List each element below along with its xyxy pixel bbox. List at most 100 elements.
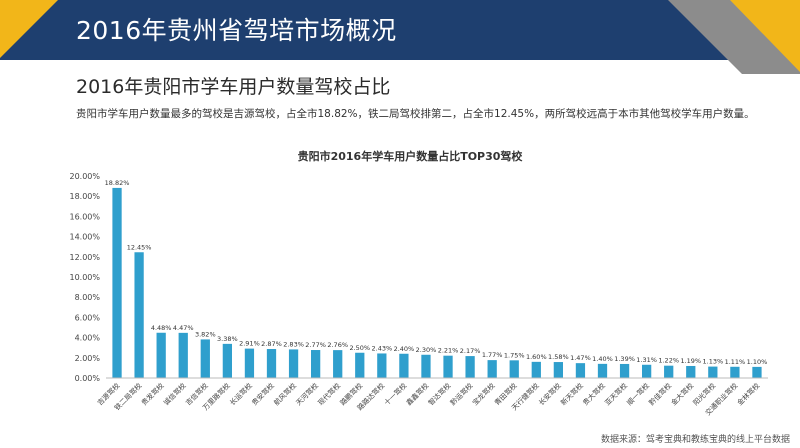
x-tick-label: 金林驾校 (735, 381, 761, 407)
header-left-accent (0, 0, 58, 58)
x-tick-label: 贵发驾校 (139, 381, 165, 407)
y-tick-label: 20.00% (69, 172, 100, 181)
bar (487, 360, 497, 378)
x-tick-label: 长运驾校 (228, 381, 254, 407)
y-tick-label: 8.00% (75, 293, 101, 302)
bar-value-label: 2.91% (239, 340, 260, 348)
bar-value-label: 2.30% (416, 346, 437, 354)
bar-value-label: 1.22% (658, 357, 679, 365)
y-tick-label: 12.00% (69, 253, 100, 262)
bar (465, 356, 475, 378)
x-axis: 吉源驾校铁二局驾校贵发驾校诚信驾校吉信驾校万里路驾校长运驾校贵安驾校航风驾校天河… (95, 377, 768, 417)
x-tick-label: 长安驾校 (537, 381, 563, 407)
bar-value-label: 2.40% (394, 345, 415, 353)
bar-value-label: 2.50% (349, 344, 370, 352)
bar (200, 339, 210, 378)
bar (355, 352, 365, 378)
x-tick-label: 黔运驾校 (448, 381, 474, 407)
x-tick-label: 宝龙驾校 (470, 381, 496, 407)
bar-value-label: 2.21% (438, 347, 459, 355)
bar-value-label: 2.76% (327, 341, 348, 349)
x-tick-label: 诚信驾校 (161, 381, 187, 407)
header-bar: 2016年贵州省驾培市场概况 (0, 0, 800, 74)
x-tick-label: 航风驾校 (272, 381, 298, 407)
source-note: 数据来源：驾考宝典和教练宝典的线上平台数据 (600, 435, 790, 445)
bar-value-label: 1.58% (548, 353, 569, 361)
x-tick-label: 现代驾校 (316, 381, 342, 407)
x-tick-label: 贵安驾校 (250, 381, 276, 407)
bar (222, 343, 233, 378)
bar (575, 363, 586, 378)
bar-value-label: 1.31% (636, 356, 657, 364)
x-tick-label: 金大驾校 (669, 381, 695, 407)
bar-value-label: 18.82% (105, 179, 130, 187)
bar-value-label: 1.40% (592, 355, 613, 363)
y-tick-label: 0.00% (75, 374, 101, 383)
bar (288, 349, 299, 378)
bar (333, 350, 343, 378)
bar (178, 332, 188, 378)
bar (531, 361, 541, 378)
bar-value-label: 1.77% (482, 351, 503, 359)
page-title: 2016年贵州省驾培市场概况 (76, 16, 397, 45)
bar (619, 363, 630, 378)
x-tick-label: 顺一驾校 (625, 381, 651, 407)
bar-value-label: 2.77% (305, 341, 326, 349)
bar-value-label: 4.47% (173, 324, 194, 332)
bar-value-label: 3.38% (217, 335, 238, 343)
bar (244, 348, 255, 378)
bar (443, 355, 453, 378)
y-tick-label: 16.00% (69, 212, 100, 221)
bar (310, 350, 321, 378)
bars-group: 18.82% 12.45% 4.48% 4.47%3.82%3.38%2.91% 2.8… (105, 179, 768, 378)
y-tick-label: 2.00% (75, 354, 101, 363)
x-tick-label: 贵大驾校 (581, 381, 607, 407)
bar (134, 252, 144, 378)
y-axis: 0.00% 2.00% 4.00% 6.00% 8.00% 10.00% 12.00% 14.… (69, 172, 100, 383)
bar (112, 187, 122, 378)
y-tick-label: 14.00% (69, 233, 100, 242)
bar-value-label: 2.17% (460, 347, 481, 355)
section-subtitle: 2016年贵阳市学车用户数量驾校占比 (76, 76, 391, 98)
bar (421, 354, 431, 378)
y-tick-label: 4.00% (75, 334, 101, 343)
x-tick-label: 黔佳驾校 (647, 381, 673, 407)
bar (641, 364, 652, 378)
y-tick-label: 18.00% (69, 192, 100, 201)
bar (686, 365, 696, 378)
bar (553, 362, 564, 378)
y-tick-label: 10.00% (69, 273, 100, 282)
x-tick-label: 新天驾校 (559, 381, 585, 407)
bar-value-label: 4.48% (151, 324, 172, 332)
bar (752, 366, 762, 378)
bar (399, 353, 409, 378)
bar-value-label: 1.11% (725, 358, 746, 366)
bar-value-label: 2.43% (372, 344, 393, 352)
bar (730, 366, 740, 378)
bar (664, 365, 674, 378)
y-tick-label: 6.00% (75, 313, 101, 322)
bar-value-label: 1.10% (747, 358, 768, 366)
bar-value-label: 1.19% (680, 357, 701, 365)
x-tick-label: 智达驾校 (426, 381, 452, 407)
bar-value-label: 1.75% (504, 351, 525, 359)
header-right-accent (668, 0, 800, 74)
section-description: 贵阳市学车用户数量最多的驾校是吉源驾校，占全市18.82%，铁二局驾校排第二，占… (76, 108, 755, 120)
bar-value-label: 1.39% (614, 355, 635, 363)
chart-title: 贵阳市2016年学车用户数量占比TOP30驾校 (298, 149, 524, 163)
x-tick-label: 天河驾校 (294, 381, 320, 407)
bar-value-label: 3.82% (195, 330, 216, 338)
bar (708, 366, 718, 378)
bar (377, 353, 387, 378)
bar (509, 360, 519, 378)
bar-value-label: 1.60% (526, 353, 547, 361)
bar-value-label: 1.47% (570, 354, 591, 362)
x-tick-label: 亚天驾校 (603, 381, 629, 407)
bar (266, 349, 277, 378)
bar (156, 332, 166, 378)
bar-value-label: 12.45% (127, 243, 152, 251)
bar-value-label: 2.83% (283, 340, 304, 348)
bar-chart: 贵阳市2016年学车用户数量占比TOP30驾校 0.00% 2.00% 4.00% 6… (69, 149, 768, 417)
bar-value-label: 1.13% (703, 358, 724, 366)
x-tick-label: 鑫鑫驾校 (404, 381, 430, 407)
